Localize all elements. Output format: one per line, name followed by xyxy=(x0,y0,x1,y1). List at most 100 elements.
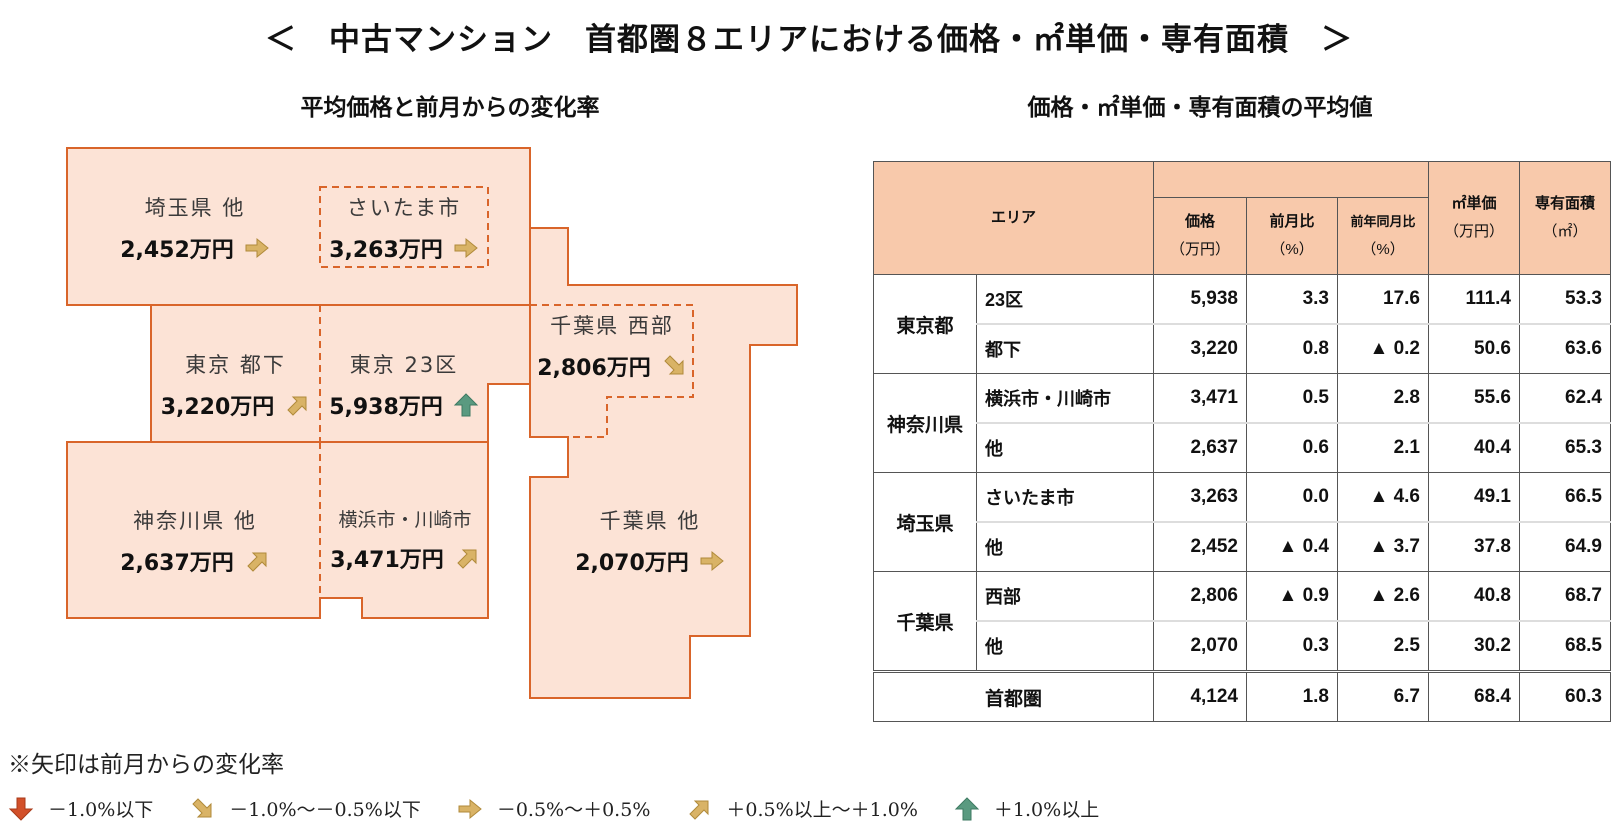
area-cell: 横浜市・川崎市 xyxy=(976,373,1154,424)
page-title: ＜ 中古マンション 首都圏８エリアにおける価格・㎡単価・専有面積 ＞ xyxy=(265,22,1353,58)
floor-area-cell: 53.3 xyxy=(1519,274,1611,325)
area-map xyxy=(66,147,798,699)
legend-item: ＋1.0%以上 xyxy=(954,795,1099,822)
region-chiba-other: 千葉県 他 2,070万円 xyxy=(560,505,740,577)
arrow-flat-icon xyxy=(457,797,483,821)
region-price: 2,070万円 xyxy=(575,551,689,576)
yoy-cell: 2.8 xyxy=(1337,373,1429,424)
unit-price-cell: 40.8 xyxy=(1428,571,1520,622)
price-cell: 2,806 xyxy=(1153,571,1247,622)
region-name: 千葉県 他 xyxy=(599,509,701,533)
legend-item: －1.0%以下 xyxy=(8,795,153,822)
arrow-down-right-icon xyxy=(189,797,215,821)
legend-label: ＋1.0%以上 xyxy=(993,799,1100,821)
unit-price-cell: 40.4 xyxy=(1428,422,1520,473)
region-tokyo-tokashita: 東京 都下 3,220万円 xyxy=(151,349,320,421)
mom-cell: 0.8 xyxy=(1246,323,1338,374)
region-name: 東京 都下 xyxy=(185,353,286,377)
yoy-cell: 6.7 xyxy=(1337,670,1429,722)
area-cell: 他 xyxy=(976,422,1154,473)
map-shape-chiba xyxy=(529,227,798,699)
arrow-note: ※矢印は前月からの変化率 xyxy=(8,752,284,778)
header-unit-price-label: ㎡単価 xyxy=(1451,195,1497,212)
header-price-label: 価格 xyxy=(1184,213,1215,230)
floor-area-cell: 66.5 xyxy=(1519,472,1611,523)
unit-price-cell: 37.8 xyxy=(1428,521,1520,572)
region-price: 3,220万円 xyxy=(160,395,275,420)
arrow-flat-icon xyxy=(453,236,479,260)
legend-item: －1.0%～－0.5%以下 xyxy=(189,795,421,822)
header-floor-area: 専有面積 （㎡） xyxy=(1519,161,1611,275)
mom-cell: 3.3 xyxy=(1246,274,1338,325)
region-price: 2,452万円 xyxy=(120,238,234,263)
price-cell: 3,263 xyxy=(1153,472,1247,523)
header-yoy-unit: （%） xyxy=(1361,241,1405,258)
region-name: 東京 23区 xyxy=(349,353,459,377)
yoy-cell: ▲ 3.7 xyxy=(1337,521,1429,572)
floor-area-cell: 65.3 xyxy=(1519,422,1611,473)
price-cell: 4,124 xyxy=(1153,670,1247,722)
arrow-up-right-icon xyxy=(284,393,310,417)
legend-item: －0.5%～＋0.5% xyxy=(457,795,650,822)
yoy-cell: 2.1 xyxy=(1337,422,1429,473)
header-floor-area-unit: （㎡） xyxy=(1542,223,1588,240)
region-tokyo-23ku: 東京 23区 5,938万円 xyxy=(320,349,488,421)
map-border-saitama-city xyxy=(319,186,489,268)
price-cell: 2,070 xyxy=(1153,620,1247,672)
legend-item: ＋0.5%以上～＋1.0% xyxy=(686,795,918,822)
region-price: 2,806万円 xyxy=(537,356,651,381)
floor-area-cell: 63.6 xyxy=(1519,323,1611,374)
table-row: 埼玉県 さいたま市 3,263 0.0 ▲ 4.6 49.1 66.5 xyxy=(873,472,1611,572)
yoy-cell: ▲ 2.6 xyxy=(1337,571,1429,622)
floor-area-cell: 60.3 xyxy=(1519,670,1611,722)
region-name: 横浜市・川崎市 xyxy=(338,509,472,531)
mom-cell: 0.5 xyxy=(1246,373,1338,424)
region-chiba-west: 千葉県 西部 2,806万円 xyxy=(532,310,692,382)
header-price-unit: （万円） xyxy=(1169,241,1230,258)
header-area: エリア xyxy=(873,161,1154,275)
table-row: 都下 3,220 0.8 ▲ 0.2 50.6 63.6 xyxy=(874,323,1611,374)
arrow-up-right-icon xyxy=(454,546,480,570)
region-price: 3,471万円 xyxy=(330,548,444,573)
mom-cell: 1.8 xyxy=(1246,670,1338,722)
table-subtitle: 価格・㎡単価・専有面積の平均値 xyxy=(1027,95,1373,121)
arrow-flat-icon xyxy=(699,549,725,573)
price-cell: 2,452 xyxy=(1153,521,1247,572)
total-area-cell: 首都圏 xyxy=(873,670,1154,722)
table-row: 神奈川県 横浜市・川崎市 3,471 0.5 2.8 55.6 62.4 xyxy=(873,373,1611,473)
pref-cell: 千葉県 xyxy=(873,571,977,672)
arrow-up-right-icon xyxy=(244,549,270,573)
yoy-cell: ▲ 4.6 xyxy=(1337,472,1429,523)
price-cell: 2,637 xyxy=(1153,422,1247,473)
table-row: 他 2,452 ▲ 0.4 ▲ 3.7 37.8 64.9 xyxy=(874,521,1611,572)
header-unit-price-unit: （万円） xyxy=(1443,223,1504,240)
table-row-total: 首都圏 4,124 1.8 6.7 68.4 60.3 xyxy=(873,670,1611,722)
arrow-up-right-icon xyxy=(686,797,712,821)
legend-label: －1.0%～－0.5%以下 xyxy=(229,799,421,821)
region-price: 3,263万円 xyxy=(329,238,443,263)
region-price: 2,637万円 xyxy=(120,551,234,576)
price-cell: 3,220 xyxy=(1153,323,1247,374)
unit-price-cell: 49.1 xyxy=(1428,472,1520,523)
mom-cell: 0.6 xyxy=(1246,422,1338,473)
mom-cell: 0.0 xyxy=(1246,472,1338,523)
header-mom-label: 前月比 xyxy=(1269,213,1315,230)
arrow-flat-icon xyxy=(244,236,270,260)
area-cell: 他 xyxy=(976,620,1154,672)
unit-price-cell: 111.4 xyxy=(1428,274,1520,325)
floor-area-cell: 62.4 xyxy=(1519,373,1611,424)
map-border-chiba-west xyxy=(530,304,694,438)
region-name: 神奈川県 他 xyxy=(133,509,257,533)
mom-cell: 0.3 xyxy=(1246,620,1338,672)
pref-cell: 埼玉県 xyxy=(873,472,977,572)
map-shape-kanagawa xyxy=(66,441,489,619)
header-price: 価格 （万円） xyxy=(1153,197,1247,275)
header-yoy: 前年同月比 （%） xyxy=(1337,197,1429,275)
header-floor-area-label: 専有面積 xyxy=(1534,195,1595,212)
area-cell: さいたま市 xyxy=(976,472,1154,523)
arrow-down-icon xyxy=(8,797,34,821)
unit-price-cell: 68.4 xyxy=(1428,670,1520,722)
header-mom-unit: （%） xyxy=(1270,241,1314,258)
region-name: さいたま市 xyxy=(346,196,462,220)
yoy-cell: ▲ 0.2 xyxy=(1337,323,1429,374)
